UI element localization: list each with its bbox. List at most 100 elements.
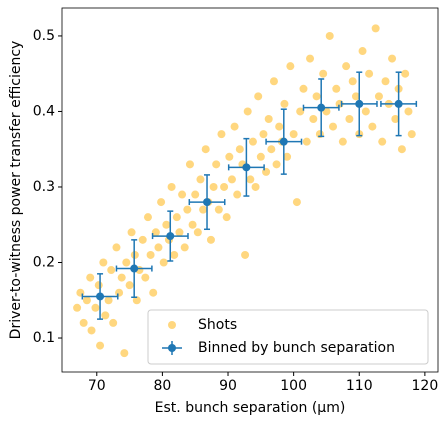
scatter-point [73, 303, 82, 312]
scatter-point [329, 122, 338, 131]
scatter-point [338, 137, 347, 146]
scatter-point [199, 205, 208, 214]
scatter-point [312, 92, 321, 101]
x-tick-label: 100 [280, 378, 307, 394]
scatter-point [342, 62, 351, 71]
y-tick-label: 0.1 [33, 330, 55, 346]
scatter-point [283, 152, 292, 161]
scatter-point [138, 235, 147, 244]
scatter-point [272, 160, 281, 169]
scatter-point [358, 47, 367, 56]
x-axis-label: Est. bunch separation (μm) [155, 400, 346, 416]
scatter-point [185, 160, 194, 169]
scatter-point [132, 296, 141, 305]
scatter-point [289, 130, 298, 139]
binned-point [242, 163, 251, 172]
scatter-point [256, 152, 265, 161]
scatter-point [104, 296, 113, 305]
scatter-point [365, 69, 374, 78]
scatter-point [233, 190, 242, 199]
scatter-point [162, 220, 171, 229]
binned-point [96, 292, 105, 301]
scatter-point [254, 92, 263, 101]
scatter-point [407, 130, 416, 139]
scatter-point [286, 62, 295, 71]
legend-marker [168, 344, 176, 352]
scatter-point [246, 175, 255, 184]
scatter-point [267, 145, 276, 154]
scatter-point [112, 243, 121, 252]
scatter-point [391, 115, 400, 124]
y-tick-label: 0.3 [33, 179, 55, 195]
y-tick-label: 0.2 [33, 254, 55, 270]
binned-point [317, 103, 326, 112]
scatter-point [302, 137, 311, 146]
scatter-point [172, 213, 181, 222]
scatter-point [374, 92, 383, 101]
y-tick-label: 0.5 [33, 28, 55, 44]
binned-point [394, 99, 403, 108]
scatter-point [86, 273, 95, 282]
scatter-point [170, 250, 179, 259]
scatter-point [227, 175, 236, 184]
x-tick-label: 110 [346, 378, 373, 394]
scatter-point [251, 182, 260, 191]
scatter-point [381, 77, 390, 86]
scatter-point [214, 205, 223, 214]
scatter-point [296, 107, 305, 116]
scatter-point [149, 288, 158, 297]
scatter-point [309, 115, 318, 124]
scatter-point [76, 288, 85, 297]
scatter-point [183, 205, 192, 214]
scatter-point [101, 311, 110, 320]
scatter-point [151, 228, 160, 237]
scatter-point [154, 243, 163, 252]
scatter-point [107, 266, 116, 275]
scatter-point [122, 258, 131, 267]
scatter-point [404, 107, 413, 116]
legend-label: Binned by bunch separation [198, 340, 395, 356]
x-tick-label: 90 [219, 378, 237, 394]
scatter-point [157, 198, 166, 207]
scatter-point [262, 167, 271, 176]
scatter-point [269, 77, 278, 86]
x-tick-label: 70 [88, 378, 106, 394]
scatter-point [397, 145, 406, 154]
scatter-point [243, 107, 252, 116]
scatter-point [241, 250, 250, 259]
binned-point [279, 137, 288, 146]
scatter-point [325, 31, 334, 40]
scatter-point [99, 258, 108, 267]
scatter-point [230, 122, 239, 131]
scatter-point [212, 160, 221, 169]
y-tick-label: 0.4 [33, 103, 55, 119]
binned-point [203, 198, 212, 207]
scatter-point [167, 182, 176, 191]
scatter-point [201, 145, 210, 154]
scatter-point [193, 228, 202, 237]
scatter-point [348, 77, 357, 86]
scatter-point [332, 84, 341, 93]
scatter-point [180, 243, 189, 252]
scatter-point [220, 182, 229, 191]
scatter-point [388, 54, 397, 63]
scatter-point [222, 213, 231, 222]
scatter-point [275, 122, 284, 131]
scatter-point [292, 198, 301, 207]
scatter-point [259, 130, 268, 139]
scatter-point [235, 145, 244, 154]
scatter-point [109, 318, 118, 327]
scatter-point [175, 228, 184, 237]
scatter-point [117, 273, 126, 282]
scatter-point [115, 288, 124, 297]
scatter-point [217, 130, 226, 139]
scatter-point [225, 152, 234, 161]
scatter-point [143, 213, 152, 222]
scatter-point [371, 24, 380, 33]
scatter-point [248, 137, 257, 146]
y-axis-label: Driver-to-witness power transfer efficie… [8, 41, 24, 340]
scatter-point [306, 54, 315, 63]
x-tick-label: 80 [153, 378, 171, 394]
scatter-point [79, 318, 88, 327]
